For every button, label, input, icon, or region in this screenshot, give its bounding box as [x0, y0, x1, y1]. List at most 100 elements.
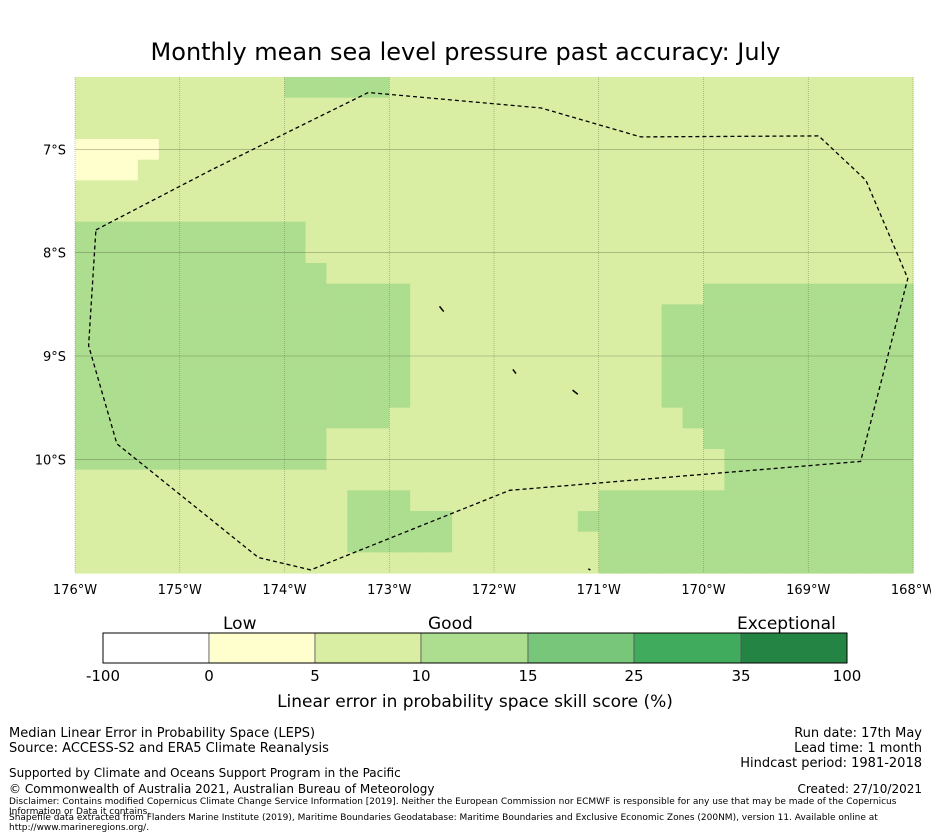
- skill-cell: [829, 263, 851, 285]
- skill-cell: [368, 201, 390, 223]
- skill-cell: [263, 118, 286, 140]
- skill-cell: [179, 345, 202, 367]
- skill-cell: [263, 97, 286, 119]
- colorbar-tick: 100: [832, 667, 862, 685]
- skill-cell: [452, 77, 474, 99]
- skill-cell: [221, 428, 244, 450]
- skill-cell: [829, 283, 851, 305]
- skill-cell: [892, 345, 914, 367]
- skill-cell: [137, 325, 160, 347]
- skill-cell: [200, 531, 223, 553]
- skill-cell: [137, 345, 160, 367]
- skill-cell: [431, 180, 453, 202]
- skill-cell: [661, 304, 684, 326]
- skill-cell: [410, 552, 432, 574]
- skill-cell: [745, 283, 767, 305]
- skill-cell: [242, 511, 265, 533]
- skill-cell: [431, 159, 453, 181]
- skill-cell: [808, 221, 830, 243]
- footer-disclaimer: Disclaimer: Contains modified Copernicus…: [9, 797, 897, 817]
- skill-cell: [871, 283, 893, 305]
- skill-cell: [494, 283, 516, 305]
- skill-cell: [724, 552, 746, 574]
- skill-cell: [116, 77, 139, 99]
- skill-cell: [598, 531, 621, 553]
- skill-cell: [242, 304, 265, 326]
- skill-cell: [158, 531, 181, 553]
- skill-cell: [892, 159, 914, 181]
- skill-cell: [137, 387, 160, 409]
- skill-cell: [221, 511, 244, 533]
- skill-cell: [577, 428, 600, 450]
- skill-cell: [158, 552, 181, 574]
- skill-cell: [473, 531, 495, 553]
- skill-cell: [577, 490, 600, 512]
- skill-cell: [179, 531, 202, 553]
- skill-cell: [514, 345, 537, 367]
- skill-cell: [514, 387, 537, 409]
- skill-cell: [661, 449, 684, 471]
- skill-cell: [787, 159, 809, 181]
- skill-cell: [682, 428, 705, 450]
- skill-cell: [137, 139, 160, 161]
- skill-cell: [305, 345, 327, 367]
- skill-cell: [619, 97, 642, 119]
- skill-cell: [661, 221, 684, 243]
- skill-cell: [326, 325, 348, 347]
- skill-cell: [158, 283, 181, 305]
- skill-cell: [242, 387, 265, 409]
- colorbar-segment: [102, 632, 210, 664]
- skill-cell: [116, 449, 139, 471]
- skill-cell: [766, 531, 788, 553]
- skill-cell: [494, 263, 516, 285]
- skill-cell: [640, 511, 663, 533]
- longitude-tick-label: 171°W: [577, 583, 621, 598]
- skill-cell: [221, 97, 244, 119]
- skill-cell: [724, 159, 746, 181]
- skill-cell: [787, 531, 809, 553]
- skill-cell: [95, 552, 118, 574]
- skill-cell: [703, 201, 726, 223]
- skill-cell: [577, 139, 600, 161]
- skill-cell: [598, 469, 621, 491]
- skill-cell: [431, 552, 453, 574]
- skill-cell: [347, 201, 369, 223]
- skill-cell: [137, 531, 160, 553]
- skill-cell: [850, 97, 872, 119]
- skill-cell: [347, 469, 369, 491]
- skill-cell: [116, 283, 139, 305]
- skill-cell: [808, 552, 830, 574]
- skill-cell: [179, 221, 202, 243]
- skill-cell: [577, 345, 600, 367]
- skill-cell: [556, 366, 579, 388]
- skill-cell: [473, 201, 495, 223]
- skill-cell: [116, 159, 139, 181]
- skill-cell: [514, 490, 537, 512]
- skill-cell: [682, 449, 705, 471]
- skill-cell: [745, 552, 767, 574]
- skill-cell: [703, 428, 726, 450]
- skill-cell: [766, 97, 788, 119]
- skill-cell: [703, 283, 726, 305]
- skill-cell: [221, 263, 244, 285]
- skill-cell: [850, 407, 872, 429]
- skill-cell: [137, 407, 160, 429]
- skill-cell: [368, 325, 390, 347]
- skill-cell: [745, 531, 767, 553]
- skill-cell: [808, 201, 830, 223]
- skill-cell: [95, 490, 118, 512]
- skill-cell: [326, 97, 348, 119]
- skill-cell: [619, 201, 642, 223]
- skill-cell: [368, 118, 390, 140]
- skill-cell: [871, 118, 893, 140]
- skill-cell: [871, 159, 893, 181]
- skill-cell: [661, 283, 684, 305]
- skill-cell: [682, 304, 705, 326]
- skill-cell: [137, 201, 160, 223]
- skill-cell: [703, 366, 726, 388]
- skill-cell: [808, 283, 830, 305]
- skill-cell: [766, 304, 788, 326]
- skill-cell: [535, 283, 558, 305]
- colorbar-label-exceptional: Exceptional: [737, 614, 836, 634]
- skill-cell: [200, 511, 223, 533]
